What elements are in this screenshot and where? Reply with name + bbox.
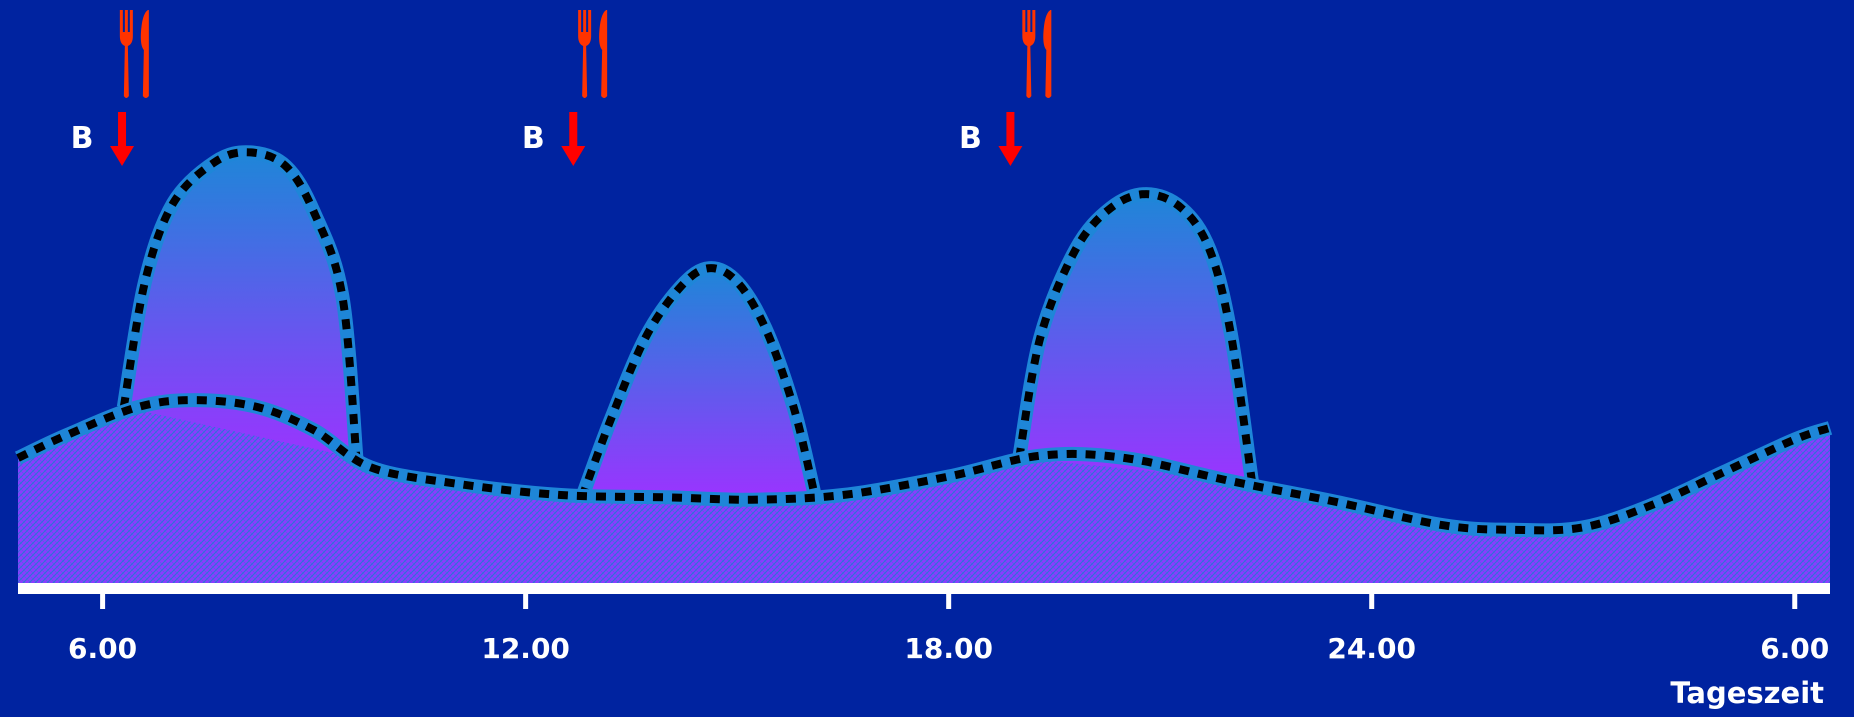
x-tick-mark — [946, 591, 952, 609]
bolus-marker: B — [522, 112, 586, 166]
x-tick-mark — [523, 591, 529, 609]
basal-dash-line — [16, 396, 1832, 535]
x-tick-label: 18.00 — [904, 632, 993, 665]
bolus-marker-label: B — [959, 121, 982, 156]
fork-knife-icon — [578, 10, 608, 98]
fork-knife-icon — [119, 10, 149, 98]
x-tick-mark — [1369, 591, 1375, 609]
bolus-curves — [14, 145, 1833, 538]
x-tick-label: 6.00 — [68, 632, 137, 665]
x-tick-label: 6.00 — [1760, 632, 1829, 665]
x-axis-label: Tageszeit — [1670, 676, 1824, 710]
bolus-fill-1 — [123, 152, 357, 458]
x-tick-label: 24.00 — [1327, 632, 1416, 665]
basal-area-fill — [18, 400, 1830, 583]
bolus-dash-1 — [119, 148, 361, 459]
bolus-marker: B — [71, 112, 135, 166]
fork-knife-icon — [1022, 10, 1052, 98]
bolus-marker: B — [959, 112, 1023, 166]
x-axis: 6.00 12.00 18.00 24.00 6.00 — [18, 583, 1830, 665]
x-tick-mark — [100, 591, 106, 609]
x-axis-baseline — [18, 583, 1830, 594]
bolus-fill-3 — [1019, 194, 1252, 482]
x-tick-label: 12.00 — [481, 632, 570, 665]
bolus-marker-label: B — [71, 121, 94, 156]
bolus-dash-2 — [578, 264, 819, 499]
bolus-marker-label: B — [522, 121, 545, 156]
bolus-dash-3 — [1015, 190, 1256, 482]
arrow-down-icon — [998, 112, 1023, 166]
arrow-down-icon — [110, 112, 135, 166]
x-tick-mark — [1792, 591, 1798, 609]
basal-area — [18, 400, 1830, 583]
arrow-down-icon — [561, 112, 586, 166]
